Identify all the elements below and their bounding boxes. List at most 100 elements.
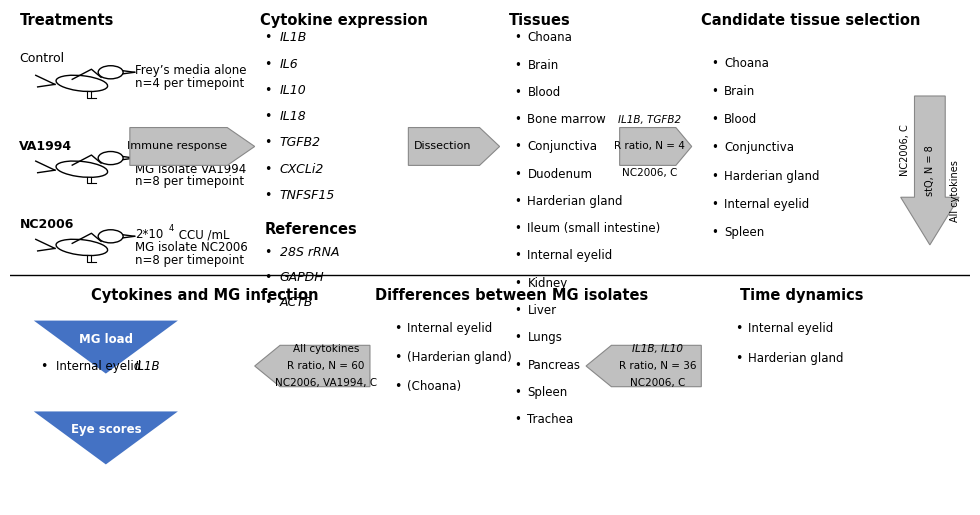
Text: Harderian gland: Harderian gland [527, 195, 623, 208]
Text: IL1B, TGFB2: IL1B, TGFB2 [618, 114, 681, 125]
Polygon shape [34, 320, 178, 373]
Text: •: • [514, 304, 521, 317]
Text: •: • [735, 322, 742, 335]
Text: Blood: Blood [724, 113, 758, 126]
Text: IL1B: IL1B [134, 359, 160, 372]
Text: Dissection: Dissection [415, 142, 471, 151]
Text: References: References [265, 222, 357, 237]
Text: Liver: Liver [527, 304, 557, 317]
Text: Harderian gland: Harderian gland [724, 170, 820, 183]
Polygon shape [409, 128, 500, 165]
Text: MG load: MG load [78, 333, 133, 346]
Text: MG isolate VA1994: MG isolate VA1994 [134, 163, 246, 176]
Text: •: • [265, 136, 271, 149]
Text: Internal eyelid: Internal eyelid [56, 359, 145, 372]
Text: Pancreas: Pancreas [527, 358, 580, 371]
Text: Internal eyelid: Internal eyelid [749, 322, 834, 335]
Text: NC2006, C: NC2006, C [630, 379, 685, 388]
Text: All cytokines: All cytokines [293, 344, 360, 354]
Text: •: • [394, 322, 402, 335]
Text: CCU /mL: CCU /mL [175, 150, 229, 163]
Polygon shape [619, 128, 692, 165]
Text: Kidney: Kidney [527, 277, 567, 290]
Text: n=4 per timepoint: n=4 per timepoint [134, 77, 244, 90]
Text: R ratio, N = 60: R ratio, N = 60 [287, 361, 365, 371]
Text: •: • [514, 86, 521, 99]
Text: Immune response: Immune response [127, 142, 227, 151]
Polygon shape [901, 96, 959, 245]
Text: GAPDH: GAPDH [279, 271, 324, 284]
Text: 4: 4 [169, 146, 173, 155]
Text: •: • [514, 331, 521, 344]
Text: •: • [514, 168, 521, 181]
Text: •: • [265, 110, 271, 123]
Text: •: • [514, 195, 521, 208]
Text: ACTB: ACTB [279, 297, 314, 310]
Text: R ratio, N = 36: R ratio, N = 36 [618, 361, 696, 371]
Text: •: • [394, 351, 402, 364]
Text: 2*10: 2*10 [134, 228, 163, 242]
Text: Choana: Choana [724, 57, 769, 70]
Text: •: • [265, 297, 271, 310]
Text: NC2006, VA1994, C: NC2006, VA1994, C [275, 379, 377, 388]
Text: •: • [514, 222, 521, 235]
Text: n=8 per timepoint: n=8 per timepoint [134, 253, 244, 267]
Text: IL1B, IL10: IL1B, IL10 [632, 344, 683, 354]
Text: Cytokines and MG infection: Cytokines and MG infection [91, 288, 318, 303]
Text: Trachea: Trachea [527, 413, 573, 426]
Text: Harderian gland: Harderian gland [749, 352, 844, 365]
Text: Tissues: Tissues [510, 13, 571, 28]
Text: (Choana): (Choana) [408, 380, 462, 393]
Text: Internal eyelid: Internal eyelid [408, 322, 493, 335]
Text: Ileum (small intestine): Ileum (small intestine) [527, 222, 661, 235]
Text: •: • [514, 249, 521, 263]
Text: •: • [40, 359, 48, 372]
Text: Duodenum: Duodenum [527, 168, 593, 181]
Text: •: • [514, 113, 521, 126]
Text: •: • [265, 246, 271, 259]
Polygon shape [34, 411, 178, 465]
Text: •: • [710, 170, 717, 183]
Text: Frey’s media alone: Frey’s media alone [134, 64, 246, 77]
Text: (Harderian gland): (Harderian gland) [408, 351, 513, 364]
Text: •: • [265, 31, 271, 44]
Text: Conjunctiva: Conjunctiva [527, 141, 598, 153]
Text: NC2006: NC2006 [20, 218, 74, 231]
Text: •: • [514, 59, 521, 72]
Text: R ratio, N = 4: R ratio, N = 4 [614, 142, 685, 151]
Text: TGFB2: TGFB2 [279, 136, 320, 149]
Text: Brain: Brain [724, 85, 756, 98]
Text: Cytokine expression: Cytokine expression [260, 13, 427, 28]
Text: CXCLi2: CXCLi2 [279, 163, 324, 176]
Text: •: • [710, 57, 717, 70]
Text: •: • [514, 413, 521, 426]
Text: All cytokines: All cytokines [950, 160, 959, 221]
Text: •: • [514, 31, 521, 44]
Text: Control: Control [20, 52, 65, 65]
Text: Time dynamics: Time dynamics [740, 288, 863, 303]
Text: TNFSF15: TNFSF15 [279, 189, 335, 202]
Text: Conjunctiva: Conjunctiva [724, 142, 795, 154]
Text: 2*10: 2*10 [134, 150, 163, 163]
Polygon shape [586, 346, 702, 387]
Text: MG isolate NC2006: MG isolate NC2006 [134, 241, 247, 254]
Text: Spleen: Spleen [527, 386, 567, 399]
Text: Choana: Choana [527, 31, 572, 44]
Text: •: • [710, 198, 717, 211]
Text: •: • [265, 189, 271, 202]
Text: Eye scores: Eye scores [71, 423, 141, 437]
Text: •: • [735, 352, 742, 365]
Text: •: • [265, 271, 271, 284]
Polygon shape [129, 128, 255, 165]
Text: •: • [710, 226, 717, 239]
Text: •: • [514, 141, 521, 153]
Text: •: • [265, 163, 271, 176]
Text: •: • [514, 386, 521, 399]
Text: •: • [710, 113, 717, 126]
Text: stQ, N = 8: stQ, N = 8 [925, 145, 935, 196]
Text: Lungs: Lungs [527, 331, 563, 344]
Text: Brain: Brain [527, 59, 559, 72]
Text: n=8 per timepoint: n=8 per timepoint [134, 175, 244, 188]
Text: Internal eyelid: Internal eyelid [527, 249, 612, 263]
Text: VA1994: VA1994 [20, 140, 73, 153]
